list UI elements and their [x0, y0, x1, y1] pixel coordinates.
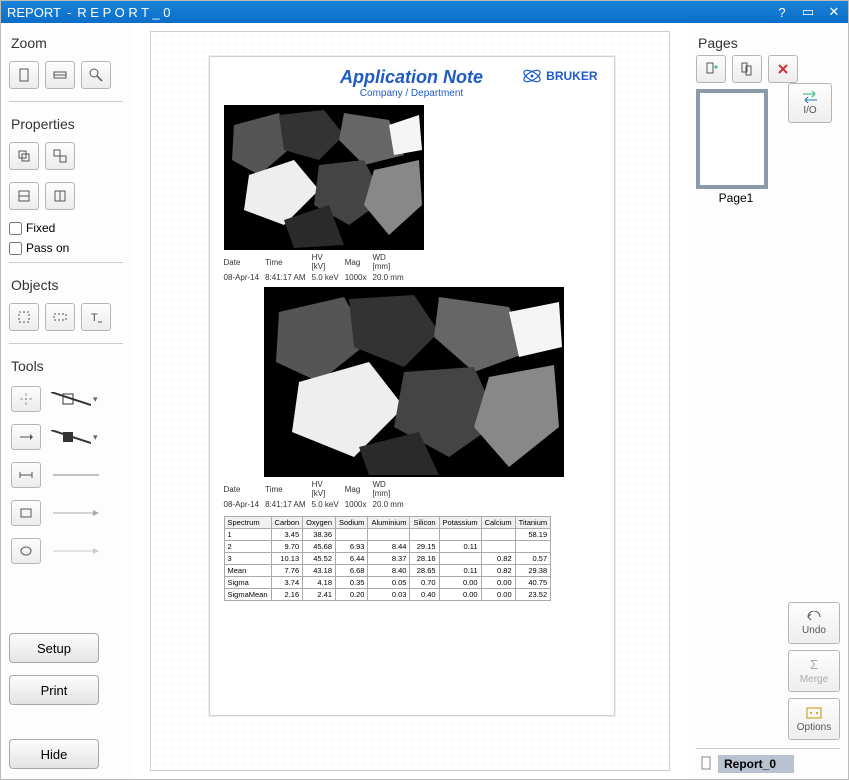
- zoom-fitpage-button[interactable]: [9, 61, 39, 89]
- page-subtitle: Company / Department: [224, 88, 600, 99]
- titlebar: REPORT - R E P O R T _ 0 ? ▭ ✕: [1, 1, 848, 23]
- tools-title: Tools: [9, 352, 123, 378]
- title-docname: R E P O R T _ 0: [77, 5, 170, 20]
- tool-line-button[interactable]: [11, 462, 41, 488]
- io-button[interactable]: I/O: [788, 83, 832, 123]
- merge-button[interactable]: Σ Merge: [788, 650, 840, 692]
- prop-btn-2[interactable]: [45, 142, 75, 170]
- document-tabs: Report_0: [696, 748, 840, 773]
- spectrum-table: SpectrumCarbonOxygenSodiumAluminiumSilic…: [224, 516, 552, 601]
- right-panel: Pages Page1 I/O Undo: [688, 23, 848, 779]
- tool-line-sample[interactable]: [51, 468, 101, 482]
- obj-image-button[interactable]: [45, 303, 75, 331]
- meta-table-1: Date Time HV [kV] Mag WD [mm] 08-Apr-14 …: [224, 252, 410, 283]
- passon-checkbox[interactable]: Pass on: [9, 240, 123, 256]
- page-thumbnail[interactable]: [696, 89, 768, 189]
- prop-btn-4[interactable]: [45, 182, 75, 210]
- tool-point-style[interactable]: [51, 392, 101, 406]
- zoom-fitwidth-button[interactable]: [45, 61, 75, 89]
- bruker-logo: BRUKER: [522, 67, 597, 85]
- hide-button[interactable]: Hide: [9, 739, 99, 769]
- sem-image-1: [224, 105, 424, 250]
- objects-title: Objects: [9, 271, 123, 297]
- tool-rect-sample[interactable]: [51, 506, 101, 520]
- tool-fill-style[interactable]: [51, 430, 101, 444]
- title-sep: -: [67, 5, 71, 20]
- fixed-checkbox[interactable]: Fixed: [9, 220, 123, 236]
- print-button[interactable]: Print: [9, 675, 99, 705]
- canvas-area: BRUKER Application Note Company / Depart…: [131, 23, 688, 779]
- obj-select-button[interactable]: [9, 303, 39, 331]
- pages-title: Pages: [696, 29, 840, 55]
- tool-arrow-button[interactable]: [11, 424, 41, 450]
- properties-title: Properties: [9, 110, 123, 136]
- report-window: REPORT - R E P O R T _ 0 ? ▭ ✕ Zoom: [0, 0, 849, 780]
- setup-button[interactable]: Setup: [9, 633, 99, 663]
- undo-button[interactable]: Undo: [788, 602, 840, 644]
- options-button[interactable]: Options: [788, 698, 840, 740]
- obj-text-button[interactable]: T: [81, 303, 111, 331]
- doc-icon: [700, 756, 712, 773]
- prop-btn-1[interactable]: [9, 142, 39, 170]
- canvas[interactable]: BRUKER Application Note Company / Depart…: [150, 31, 670, 771]
- tool-point-button[interactable]: [11, 386, 41, 412]
- maximize-icon[interactable]: ▭: [800, 4, 816, 20]
- svg-text:T: T: [91, 312, 98, 324]
- tool-ellipse-button[interactable]: [11, 538, 41, 564]
- page-add-button[interactable]: [696, 55, 726, 83]
- sem-image-2: [264, 287, 564, 477]
- zoom-title: Zoom: [9, 29, 123, 55]
- report-page[interactable]: BRUKER Application Note Company / Depart…: [209, 56, 615, 716]
- page-delete-button[interactable]: [768, 55, 798, 83]
- doc-tab-report0[interactable]: Report_0: [718, 755, 794, 773]
- tool-rect-button[interactable]: [11, 500, 41, 526]
- body: Zoom Properties: [1, 23, 848, 779]
- help-icon[interactable]: ?: [774, 5, 790, 20]
- meta-table-2: Date Time HV [kV] Mag WD [mm] 08-Apr-14 …: [224, 479, 410, 510]
- zoom-tool-button[interactable]: [81, 61, 111, 89]
- title-prefix: REPORT: [7, 5, 61, 20]
- tool-ellipse-sample[interactable]: [51, 544, 101, 558]
- left-panel: Zoom Properties: [1, 23, 131, 779]
- page-duplicate-button[interactable]: [732, 55, 762, 83]
- close-icon[interactable]: ✕: [826, 4, 842, 20]
- prop-btn-3[interactable]: [9, 182, 39, 210]
- page-thumbnail-label: Page1: [696, 191, 776, 205]
